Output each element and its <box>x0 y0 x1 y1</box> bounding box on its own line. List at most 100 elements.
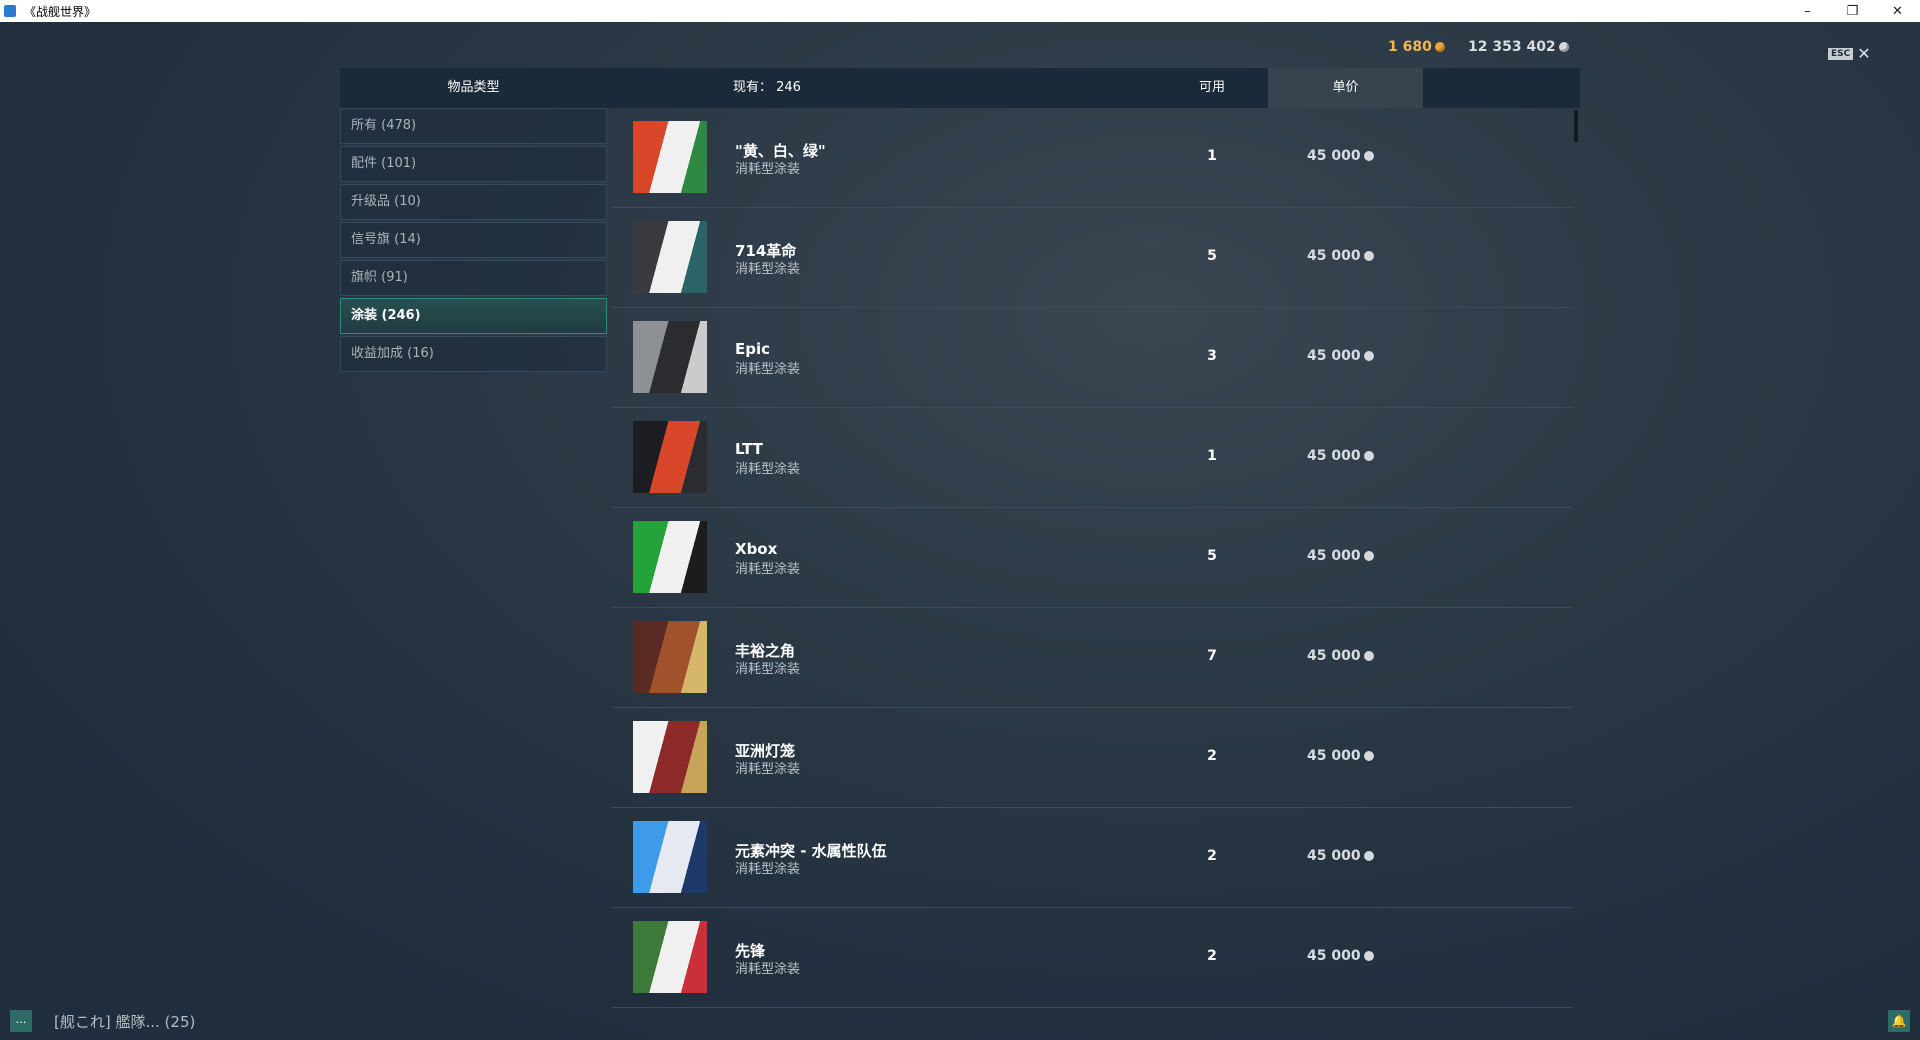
scrollbar[interactable] <box>1574 110 1578 142</box>
silver-coin-icon <box>1363 851 1374 861</box>
price-value: 45 000 <box>1307 848 1361 864</box>
item-type: 消耗型涂装 <box>735 862 801 877</box>
esc-key-icon: ESC <box>1828 47 1854 60</box>
esc-close-button[interactable]: ESC ✕ <box>1828 44 1871 63</box>
camouflage-icon <box>633 521 707 593</box>
item-available: 5 <box>1207 248 1217 264</box>
item-price: 45 000 <box>1307 548 1374 564</box>
item-price: 45 000 <box>1307 348 1374 364</box>
silver-coin-icon <box>1363 551 1374 561</box>
silver-coin-icon <box>1363 351 1374 361</box>
sidebar-item[interactable]: 所有 (478) <box>340 108 607 144</box>
item-name: 714革命 <box>735 242 797 260</box>
app-icon <box>4 5 16 17</box>
camouflage-icon <box>633 621 707 693</box>
gold-coin-icon <box>1434 42 1445 52</box>
price-value: 45 000 <box>1307 348 1361 364</box>
item-available: 1 <box>1207 448 1217 464</box>
item-price: 45 000 <box>1307 248 1374 264</box>
sort-price[interactable]: 单价 <box>1268 68 1423 108</box>
item-available: 7 <box>1207 648 1217 664</box>
price-value: 45 000 <box>1307 148 1361 164</box>
silver-coin-icon <box>1363 451 1374 461</box>
notification-bell-button[interactable]: 🔔 <box>1888 1010 1910 1032</box>
camouflage-icon <box>633 421 707 493</box>
item-list: "黄、白、绿" 消耗型涂装 1 45 000 714革命 消耗型涂装 5 45 … <box>612 108 1572 1026</box>
credits-amount: 12 353 402 <box>1468 39 1556 55</box>
item-available: 3 <box>1207 348 1217 364</box>
category-header: 物品类型 <box>447 80 500 95</box>
item-name: Xbox <box>735 540 778 558</box>
price-value: 45 000 <box>1307 948 1361 964</box>
item-name: "黄、白、绿" <box>735 142 826 160</box>
sidebar-item[interactable]: 收益加成 (16) <box>340 336 607 372</box>
gold-balance: 1 680 <box>1388 39 1445 55</box>
window-titlebar: 《战舰世界》 – ❐ ✕ <box>0 0 1920 22</box>
item-name: 元素冲突 - 水属性队伍 <box>735 842 887 860</box>
item-type: 消耗型涂装 <box>735 362 801 377</box>
close-icon[interactable]: ✕ <box>1857 44 1871 63</box>
table-row[interactable]: 亚洲灯笼 消耗型涂装 2 45 000 <box>612 708 1572 808</box>
item-type: 消耗型涂装 <box>735 262 801 277</box>
gold-amount: 1 680 <box>1388 39 1432 55</box>
table-row[interactable]: 先锋 消耗型涂装 2 45 000 <box>612 908 1572 1008</box>
window-title: 《战舰世界》 <box>24 4 97 19</box>
sidebar-item[interactable]: 旗帜 (91) <box>340 260 607 296</box>
item-type: 消耗型涂装 <box>735 762 801 777</box>
table-row[interactable]: 714革命 消耗型涂装 5 45 000 <box>612 208 1572 308</box>
table-row[interactable]: Xbox 消耗型涂装 5 45 000 <box>612 508 1572 608</box>
silver-coin-icon <box>1363 751 1374 761</box>
item-count: 现有： 246 <box>733 80 801 95</box>
price-value: 45 000 <box>1307 248 1361 264</box>
credits-balance: 12 353 402 <box>1468 39 1569 55</box>
chat-button[interactable]: … <box>10 1010 32 1032</box>
item-available: 2 <box>1207 948 1217 964</box>
silver-coin-icon <box>1363 651 1374 661</box>
restore-button[interactable]: ❐ <box>1846 3 1859 19</box>
item-available: 2 <box>1207 748 1217 764</box>
item-type: 消耗型涂装 <box>735 462 801 477</box>
sidebar-item[interactable]: 升级品 (10) <box>340 184 607 220</box>
item-type: 消耗型涂装 <box>735 662 801 677</box>
item-type: 消耗型涂装 <box>735 162 801 177</box>
item-price: 45 000 <box>1307 948 1374 964</box>
item-price: 45 000 <box>1307 848 1374 864</box>
camouflage-icon <box>633 121 707 193</box>
minimize-button[interactable]: – <box>1804 3 1811 19</box>
sidebar-item[interactable]: 配件 (101) <box>340 146 607 182</box>
price-value: 45 000 <box>1307 648 1361 664</box>
silver-coin-icon <box>1363 251 1374 261</box>
table-row[interactable]: 丰裕之角 消耗型涂装 7 45 000 <box>612 608 1572 708</box>
item-type: 消耗型涂装 <box>735 962 801 977</box>
sidebar-item[interactable]: 涂装 (246) <box>340 298 607 334</box>
item-name: 丰裕之角 <box>735 642 796 660</box>
table-row[interactable]: Epic 消耗型涂装 3 45 000 <box>612 308 1572 408</box>
item-price: 45 000 <box>1307 648 1374 664</box>
item-type: 消耗型涂装 <box>735 562 801 577</box>
close-window-button[interactable]: ✕ <box>1892 3 1903 19</box>
item-name: LTT <box>735 440 763 458</box>
item-price: 45 000 <box>1307 148 1374 164</box>
clan-label[interactable]: [舰これ] 艦隊... (25) <box>54 1013 196 1031</box>
camouflage-icon <box>633 221 707 293</box>
table-header: 物品类型 现有： 246 可用 单价 <box>340 68 1580 108</box>
camouflage-icon <box>633 821 707 893</box>
category-sidebar: 所有 (478) 配件 (101) 升级品 (10) 信号旗 (14) 旗帜 (91) 涂… <box>340 108 607 374</box>
item-name: Epic <box>735 340 771 358</box>
silver-coin-icon <box>1363 151 1374 161</box>
camouflage-icon <box>633 321 707 393</box>
item-price: 45 000 <box>1307 748 1374 764</box>
table-row[interactable]: "黄、白、绿" 消耗型涂装 1 45 000 <box>612 108 1572 208</box>
item-price: 45 000 <box>1307 448 1374 464</box>
table-row[interactable]: 元素冲突 - 水属性队伍 消耗型涂装 2 45 000 <box>612 808 1572 908</box>
silver-coin-icon <box>1363 951 1374 961</box>
price-value: 45 000 <box>1307 548 1361 564</box>
sort-available[interactable]: 可用 <box>1198 80 1225 95</box>
item-available: 5 <box>1207 548 1217 564</box>
camouflage-icon <box>633 921 707 993</box>
sidebar-item[interactable]: 信号旗 (14) <box>340 222 607 258</box>
silver-coin-icon <box>1558 42 1569 52</box>
table-row[interactable]: LTT 消耗型涂装 1 45 000 <box>612 408 1572 508</box>
item-available: 2 <box>1207 848 1217 864</box>
item-available: 1 <box>1207 148 1217 164</box>
